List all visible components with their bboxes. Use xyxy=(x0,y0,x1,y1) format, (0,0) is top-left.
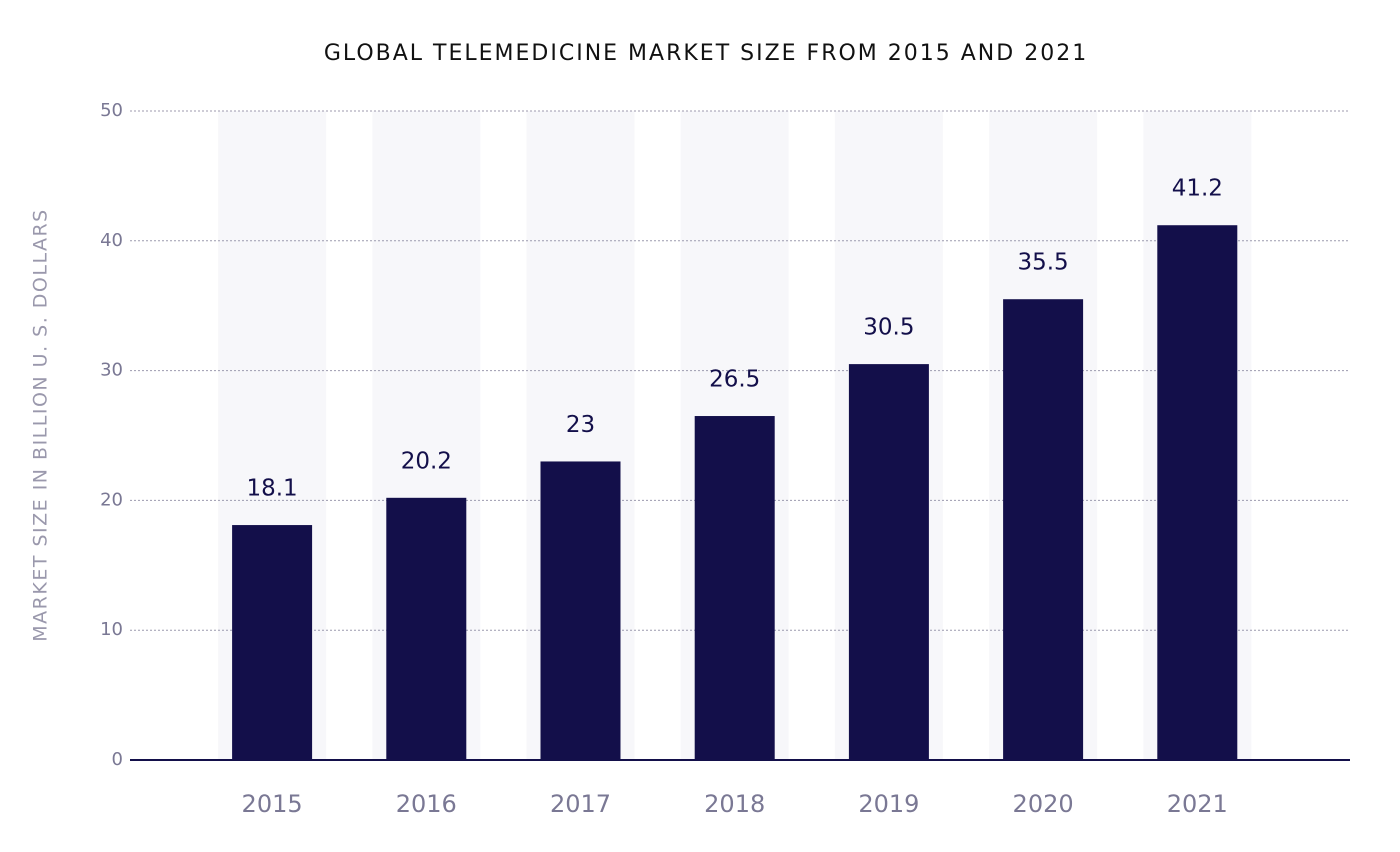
x-tick-label: 2018 xyxy=(704,790,765,818)
bar xyxy=(1157,225,1238,760)
y-tick-label: 30 xyxy=(100,360,123,381)
x-tick-label: 2021 xyxy=(1167,790,1228,818)
bar xyxy=(386,497,467,760)
value-label: 20.2 xyxy=(401,448,452,474)
bar xyxy=(694,416,775,760)
chart-title: GLOBAL TELEMEDICINE MARKET SIZE FROM 201… xyxy=(324,41,1088,66)
value-label: 23 xyxy=(566,412,595,438)
value-label: 18.1 xyxy=(246,476,297,502)
x-tick-label: 2019 xyxy=(858,790,919,818)
value-label: 26.5 xyxy=(709,367,760,393)
bar xyxy=(848,364,929,760)
bar xyxy=(232,525,313,760)
y-tick-label: 50 xyxy=(100,100,123,121)
value-label: 30.5 xyxy=(863,315,914,341)
bar xyxy=(1003,299,1084,760)
value-label: 41.2 xyxy=(1172,176,1223,202)
y-tick-label: 20 xyxy=(100,489,123,510)
x-tick-label: 2017 xyxy=(550,790,611,818)
value-label: 35.5 xyxy=(1017,250,1068,276)
x-tick-label: 2015 xyxy=(242,790,303,818)
y-tick-label: 10 xyxy=(100,619,123,640)
y-tick-label: 40 xyxy=(100,230,123,251)
y-axis-title: MARKET SIZE IN BILLION U. S. DOLLARS xyxy=(30,208,52,641)
y-tick-label: 0 xyxy=(112,749,123,770)
x-tick-label: 2020 xyxy=(1013,790,1074,818)
bar xyxy=(540,461,621,760)
x-tick-label: 2016 xyxy=(396,790,457,818)
